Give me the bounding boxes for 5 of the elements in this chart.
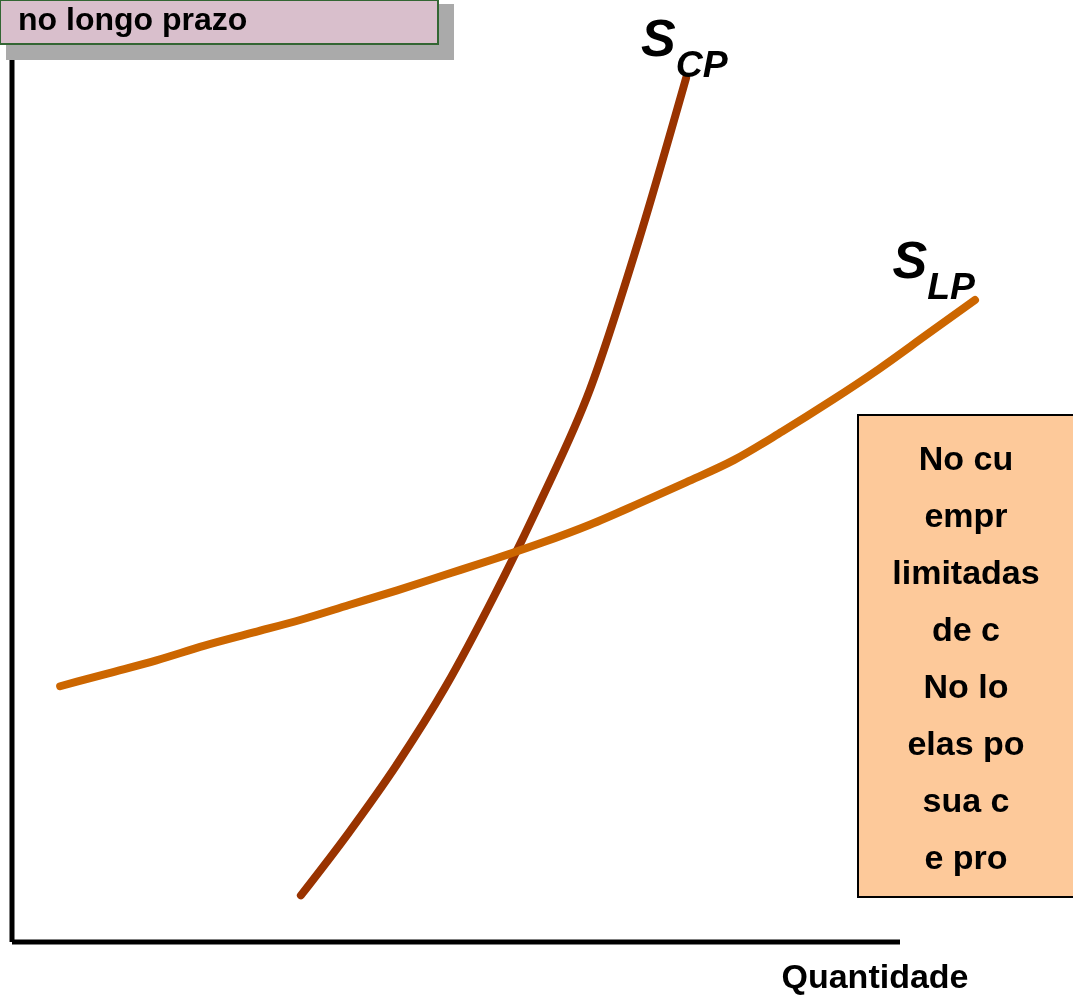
annotation: No cu empr limitadas de c No lo elas po sua c e pro: [892, 439, 1040, 876]
series-label: S$_{LP}$: [892, 231, 977, 308]
series-label: S$_{CP}$: [641, 9, 729, 85]
x-axis-title: Quantidade: [781, 957, 969, 995]
chart-title: no longo prazo: [18, 1, 248, 37]
